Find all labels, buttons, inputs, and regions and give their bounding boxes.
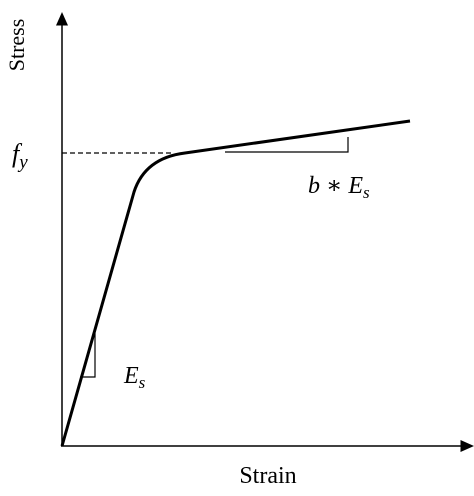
stress-strain-curve	[60, 119, 411, 447]
yield-label: fy	[12, 139, 28, 173]
elastic-slope-triangle	[80, 333, 96, 378]
elastic-slope-label: Es	[123, 363, 146, 392]
x-axis-label: Strain	[239, 463, 296, 489]
subscript: s	[363, 183, 370, 202]
subscript: s	[139, 373, 146, 392]
symbol: E	[123, 363, 139, 389]
symbol: f	[12, 139, 23, 168]
symbol: E	[347, 173, 363, 199]
hardening-slope-label: b ∗ Es	[308, 173, 370, 202]
y-axis-label: Stress	[4, 19, 29, 72]
hardening-slope-triangle	[225, 137, 349, 153]
subscript: y	[17, 152, 28, 173]
prefix: b ∗	[308, 173, 348, 199]
